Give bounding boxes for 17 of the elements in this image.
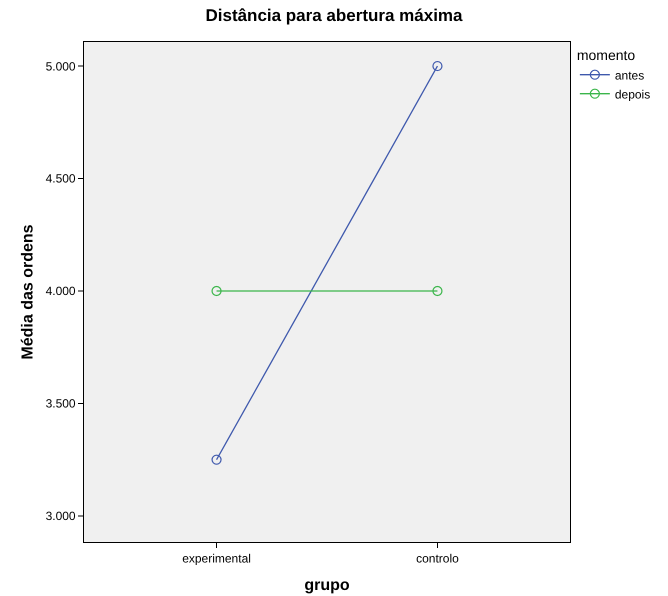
x-tick-label: experimental xyxy=(182,551,251,566)
y-tick-label: 4.500 xyxy=(46,172,76,186)
y-tick-label: 3.000 xyxy=(46,509,76,524)
point xyxy=(211,286,222,296)
y-tick-label: 3.500 xyxy=(46,396,76,411)
legend-label: depois xyxy=(614,87,650,102)
legend-title: momento xyxy=(576,47,636,64)
y-tick-label: 4.000 xyxy=(46,284,76,298)
point xyxy=(432,286,443,296)
point xyxy=(432,60,443,72)
point xyxy=(211,454,222,465)
x-tick-label: controlo xyxy=(416,551,460,566)
legend-label: antes xyxy=(614,68,644,82)
y-tick-label: 5.000 xyxy=(46,59,76,74)
x-axis-title: grupo xyxy=(304,577,350,594)
chart-title: Distância para abertura máxima xyxy=(205,6,464,25)
y-axis-title: Média das ordens xyxy=(19,224,36,360)
